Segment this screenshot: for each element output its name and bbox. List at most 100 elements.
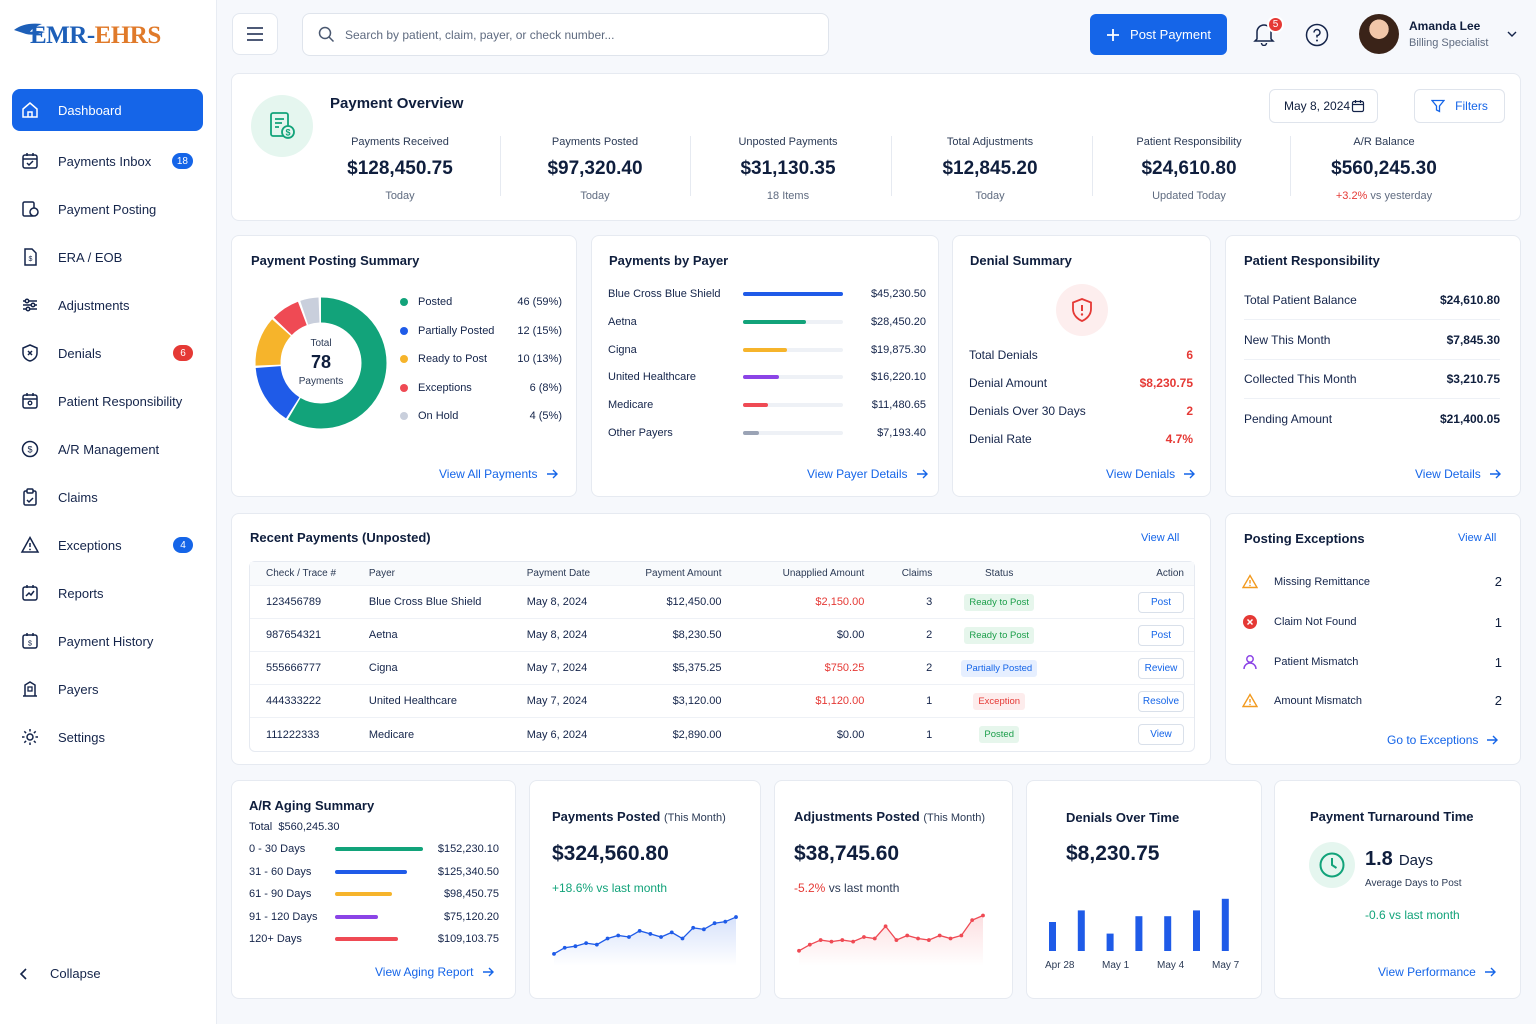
menu-button[interactable] — [232, 13, 278, 55]
denial-row: Denial Rate 4.7% — [969, 432, 1193, 446]
payer-row[interactable]: United Healthcare $16,220.10 — [608, 368, 926, 386]
view-details-link[interactable]: View Details — [1415, 467, 1501, 481]
table-row[interactable]: 555666777 Cigna May 7, 2024 $5,375.25 $750.2… — [250, 652, 1194, 685]
sidebar-item-reports[interactable]: Reports — [12, 569, 203, 617]
cell-payer: Blue Cross Blue Shield — [368, 596, 482, 608]
card-title: A/R Aging Summary — [249, 798, 375, 813]
sidebar-item-payment-posting[interactable]: Payment Posting — [12, 185, 203, 233]
collapse-button[interactable]: Collapse — [18, 966, 101, 981]
donut-slice-on-hold[interactable] — [254, 296, 388, 430]
table-row[interactable]: 987654321 Aetna May 8, 2024 $8,230.50 $0.00 2… — [250, 619, 1194, 652]
stat-label: Total Adjustments — [946, 136, 1034, 148]
denial-value: 4.7% — [1165, 432, 1193, 446]
donut-slice-partially-posted[interactable] — [251, 293, 391, 433]
payer-row[interactable]: Cigna $19,875.30 — [608, 341, 926, 359]
post-payment-button[interactable]: Post Payment — [1090, 14, 1227, 55]
help-icon — [1305, 23, 1329, 47]
exceptions-view-all-link[interactable]: View All — [1458, 532, 1497, 544]
view-denials-link[interactable]: View Denials — [1106, 467, 1196, 481]
sidebar-item-a-r-management[interactable]: $ A/R Management — [12, 425, 203, 473]
help-button[interactable] — [1305, 23, 1329, 47]
stat-sub: Today — [580, 190, 610, 202]
adjust-month-change-rest: vs last month — [828, 881, 900, 895]
card-title: Payment Turnaround Time — [1310, 809, 1474, 824]
view-all-payments-link[interactable]: View All Payments — [439, 467, 558, 481]
sidebar-item-denials[interactable]: Denials 6 — [12, 329, 203, 377]
view-performance-link[interactable]: View Performance — [1378, 965, 1496, 979]
sidebar-item-payers[interactable]: Payers — [12, 665, 203, 713]
sparkline-point — [659, 935, 663, 939]
patient-resp-row: Collected This Month $3,210.75 — [1244, 359, 1500, 399]
legend-value: 10 (13%) — [517, 353, 562, 365]
card-title: Patient Responsibility — [1244, 253, 1380, 268]
posting-exceptions-card: Posting Exceptions View All Missing Remi… — [1225, 513, 1521, 765]
sparkline-point — [723, 919, 728, 924]
cell-status: Ready to Post — [932, 626, 1066, 644]
sparkline-point — [948, 936, 953, 941]
sidebar-item-exceptions[interactable]: Exceptions 4 — [12, 521, 203, 569]
sparkline-point — [862, 935, 866, 939]
stat-payments-received: Payments Received $128,450.75 Today — [320, 136, 480, 202]
action-button[interactable]: Review — [1138, 657, 1184, 679]
search-bar[interactable] — [302, 13, 829, 56]
exception-row[interactable]: Claim Not Found 1 — [1242, 614, 1502, 630]
sparkline-point — [605, 936, 610, 941]
divider — [1290, 136, 1291, 196]
table-row[interactable]: 444333222 United Healthcare May 7, 2024 $3,… — [250, 685, 1194, 718]
payer-value: $45,230.50 — [870, 288, 926, 300]
sidebar-item-era-eob[interactable]: $ ERA / EOB — [12, 233, 203, 281]
post-payment-label: Post Payment — [1130, 27, 1211, 42]
action-button[interactable]: Post — [1138, 624, 1184, 646]
sidebar-item-settings[interactable]: Settings — [12, 713, 203, 761]
denial-bar — [1135, 916, 1143, 951]
date-value: May 8, 2024 — [1284, 99, 1351, 113]
payer-row[interactable]: Medicare $11,480.65 — [608, 396, 926, 414]
error-circle-icon — [1243, 615, 1257, 629]
exception-row[interactable]: Patient Mismatch 1 — [1242, 654, 1502, 670]
go-to-exceptions-link[interactable]: Go to Exceptions — [1387, 733, 1499, 747]
cell-action: Resolve — [1066, 690, 1194, 712]
sparkline-point — [616, 933, 621, 938]
aging-bar-track — [335, 892, 423, 896]
donut-slice-posted[interactable] — [255, 297, 387, 429]
payer-bar-track — [743, 319, 843, 324]
donut-slice-ready-to-post[interactable] — [255, 297, 387, 429]
chevron-down-icon — [1507, 31, 1517, 37]
exception-count: 2 — [1494, 693, 1502, 708]
payer-row[interactable]: Other Payers $7,193.40 — [608, 424, 926, 442]
table-row[interactable]: 111222333 Medicare May 6, 2024 $2,890.00 $0.… — [250, 718, 1194, 751]
view-aging-report-link[interactable]: View Aging Report — [375, 965, 494, 979]
date-picker[interactable]: May 8, 2024 — [1269, 89, 1378, 123]
recent-view-all-link[interactable]: View All — [1141, 532, 1180, 544]
overview-title: Payment Overview — [330, 95, 464, 112]
sparkline-area — [554, 917, 736, 966]
notifications-button[interactable]: 5 — [1253, 16, 1284, 46]
action-button[interactable]: Post — [1138, 591, 1184, 613]
user-menu[interactable]: Amanda Lee Billing Specialist — [1359, 14, 1518, 54]
arrow-right-icon — [482, 967, 494, 977]
view-payer-details-link[interactable]: View Payer Details — [807, 467, 928, 481]
search-input[interactable] — [345, 27, 805, 42]
sidebar-item-payment-history[interactable]: $ Payment History — [12, 617, 203, 665]
payer-row[interactable]: Blue Cross Blue Shield $45,230.50 — [608, 285, 926, 303]
sidebar-item-patient-responsibility[interactable]: Patient Responsibility — [12, 377, 203, 425]
exception-row[interactable]: Amount Mismatch 2 — [1242, 693, 1502, 708]
sidebar-item-payments-inbox[interactable]: Payments Inbox 18 — [12, 137, 203, 185]
sidebar-item-dashboard[interactable]: Dashboard — [12, 89, 203, 131]
sidebar-item-label: ERA / EOB — [58, 249, 123, 265]
payment-overview-card: $ Payment Overview May 8, 2024 Filters P… — [231, 73, 1521, 221]
payer-row[interactable]: Aetna $28,450.20 — [608, 313, 926, 331]
exception-row[interactable]: Missing Remittance 2 — [1242, 574, 1502, 589]
sparkline-point — [648, 932, 653, 936]
col-header: Status — [985, 568, 1014, 579]
exception-label: Patient Mismatch — [1274, 656, 1359, 668]
filters-button[interactable]: Filters — [1414, 89, 1505, 123]
logo[interactable]: EMR-EHRS — [12, 22, 161, 50]
action-button[interactable]: Resolve — [1138, 690, 1184, 712]
table-row[interactable]: 123456789 Blue Cross Blue Shield May 8, 20… — [250, 586, 1194, 619]
sidebar-item-claims[interactable]: Claims — [12, 473, 203, 521]
turnaround-caption: Average Days to Post — [1365, 878, 1462, 889]
sidebar-item-adjustments[interactable]: Adjustments — [12, 281, 203, 329]
payer-bar — [743, 403, 769, 408]
action-button[interactable]: View — [1138, 724, 1184, 745]
